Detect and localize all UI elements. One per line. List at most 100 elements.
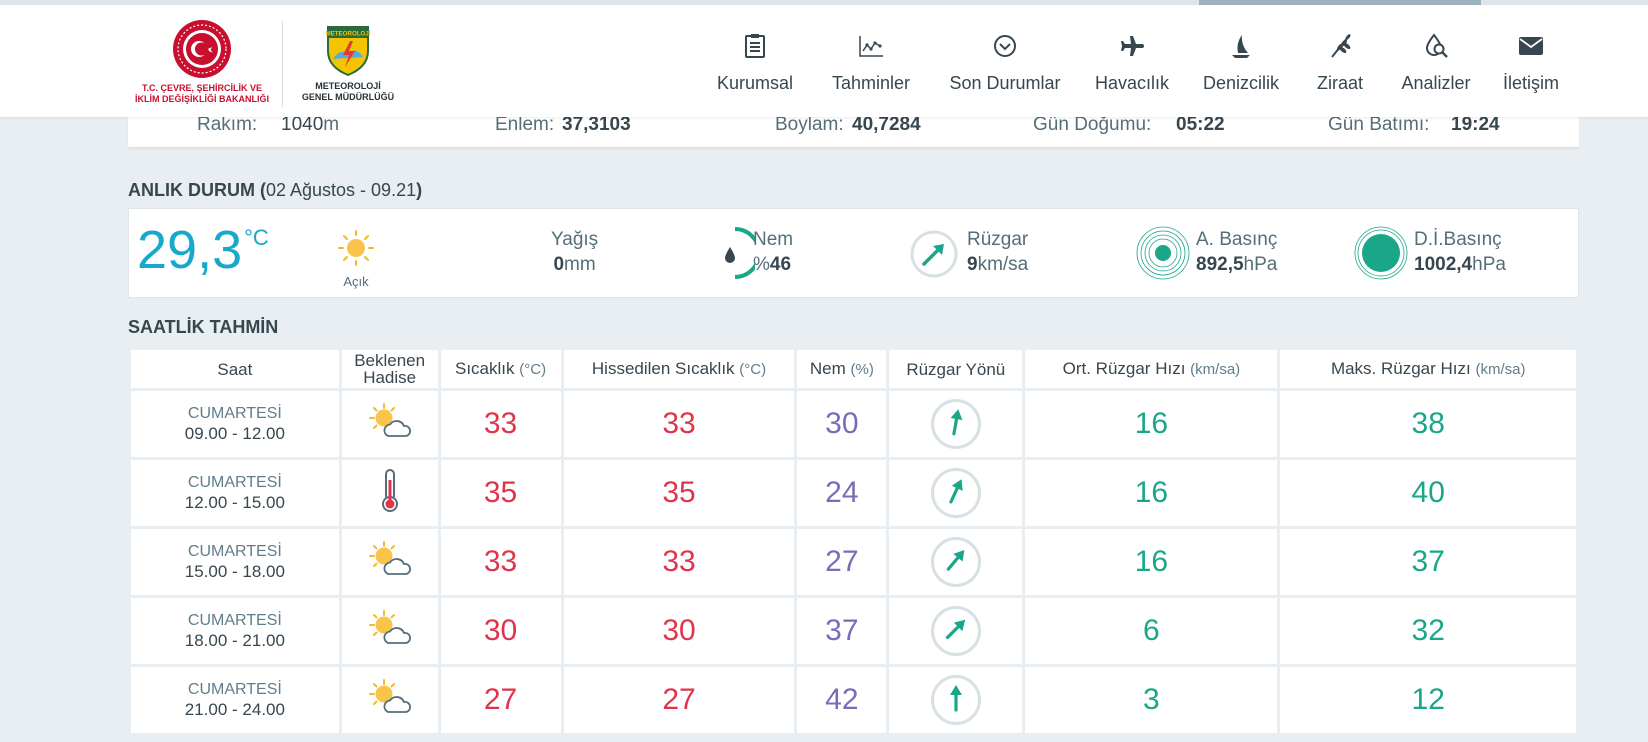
nav-ziraat[interactable]: Ziraat xyxy=(1310,31,1370,103)
pressure-di-icon xyxy=(1353,225,1409,286)
enlem-value: 37,3103 xyxy=(562,114,631,136)
cell-ort-ruzgar: 6 xyxy=(1025,598,1278,664)
cell-maks-ruzgar: 12 xyxy=(1280,667,1576,733)
gun-dogumu-time: 05:22 xyxy=(1176,114,1225,135)
nem-metric: Nem %46 xyxy=(753,227,793,277)
table-row: CUMARTESİ 12.00 - 15.00 35 35 24 16 40 xyxy=(131,460,1576,526)
ministry-seal-icon xyxy=(172,19,232,79)
cell-maks-ruzgar: 40 xyxy=(1280,460,1576,526)
partly-cloudy-icon xyxy=(366,540,414,584)
nav-label: Havacılık xyxy=(1094,73,1170,93)
logo-divider xyxy=(282,21,283,107)
nav-kurumsal[interactable]: Kurumsal xyxy=(712,31,798,103)
envelope-icon xyxy=(1498,31,1564,61)
table-row: CUMARTESİ 15.00 - 18.00 33 33 27 16 37 xyxy=(131,529,1576,595)
cell-nem: 37 xyxy=(797,598,887,664)
boylam-value: 40,7284 xyxy=(852,114,921,136)
rakim-label: Rakım: xyxy=(197,114,258,135)
ministry-name-line1: T.C. ÇEVRE, ŞEHİRCİLİK VE xyxy=(141,83,263,93)
gun-batimi-label: Gün Batımı: xyxy=(1328,114,1430,135)
current-title-prefix: ANLIK DURUM ( xyxy=(128,180,266,200)
mgm-logo[interactable]: METEOROLOJİ METEOROLOJİ GENEL MÜDÜRLÜĞÜ xyxy=(293,23,403,103)
cell-ruzgar-yonu xyxy=(889,529,1023,595)
hourly-forecast-table: Saat Beklenen Hadise Sıcaklık (°C) Hissed… xyxy=(128,347,1579,736)
cell-hissedilen: 33 xyxy=(563,529,795,595)
table-row: CUMARTESİ 09.00 - 12.00 33 33 30 16 38 xyxy=(131,391,1576,457)
cell-saat: CUMARTESİ 09.00 - 12.00 xyxy=(131,391,339,457)
di-basinc-value: 1002,4 xyxy=(1414,254,1473,275)
nav-label: İletişim xyxy=(1502,73,1559,93)
chevron-circle-icon xyxy=(944,31,1066,61)
cell-maks-ruzgar: 37 xyxy=(1280,529,1576,595)
nav-tahminler[interactable]: Tahminler xyxy=(826,31,916,103)
gun-batimi-value: 19:24 xyxy=(1451,114,1500,136)
ministry-name-line2: İKLİM DEĞİŞİKLİĞİ BAKANLIĞI xyxy=(135,94,269,104)
nav-son-durumlar[interactable]: Son Durumlar xyxy=(944,31,1066,103)
boylam-label: Boylam: xyxy=(775,114,844,135)
yagis-label: Yağış xyxy=(551,229,599,250)
current-title-time: 02 Ağustos - 09.21 xyxy=(265,180,417,200)
thermometer-icon xyxy=(378,468,402,518)
wind-arrow-icon xyxy=(941,545,971,580)
sail-icon xyxy=(1196,31,1286,61)
clipboard-icon xyxy=(712,31,798,61)
nav-havacilik[interactable]: Havacılık xyxy=(1092,31,1172,103)
cell-hadise xyxy=(341,391,438,457)
current-condition-label: Açık xyxy=(343,274,369,289)
nav-label: Denizcilik xyxy=(1202,73,1280,93)
pressure-a-icon xyxy=(1135,225,1191,286)
cell-sicaklik: 33 xyxy=(440,529,561,595)
partly-cloudy-icon xyxy=(366,678,414,722)
cell-sicaklik: 35 xyxy=(440,460,561,526)
hourly-forecast-title: SAATLİK TAHMİN xyxy=(128,317,279,337)
wind-arrow-icon xyxy=(941,476,971,511)
cell-ruzgar-yonu xyxy=(889,391,1023,457)
cell-hadise xyxy=(341,667,438,733)
ministry-logo[interactable]: T.C. ÇEVRE, ŞEHİRCİLİK VE İKLİM DEĞİŞİKL… xyxy=(128,19,276,105)
col-saat: Saat xyxy=(131,350,339,388)
nav-iletisim[interactable]: İletişim xyxy=(1498,31,1564,103)
cell-saat: CUMARTESİ 18.00 - 21.00 xyxy=(131,598,339,664)
di-basinc-label: D.İ.Basınç xyxy=(1414,229,1502,250)
nav-label: Tahminler xyxy=(831,73,911,93)
col-hissedilen: Hissedilen Sıcaklık (°C) xyxy=(563,350,795,388)
current-title-suffix: ) xyxy=(416,180,423,200)
a-basinc-metric: A. Basınç 892,5hPa xyxy=(1196,227,1277,277)
di-basinc-unit: hPa xyxy=(1472,254,1506,275)
boylam-number: 40,7284 xyxy=(852,114,921,135)
cell-hadise xyxy=(341,598,438,664)
cell-maks-ruzgar: 38 xyxy=(1280,391,1576,457)
top-strip-active-segment xyxy=(1199,0,1481,5)
wind-arrow-icon xyxy=(941,614,971,649)
ruzgar-value: 9 xyxy=(967,254,978,275)
cell-nem: 42 xyxy=(797,667,887,733)
mgm-name-line2: GENEL MÜDÜRLÜĞÜ xyxy=(301,92,395,102)
yagis-metric: Yağış 0mm xyxy=(551,227,598,277)
a-basinc-value: 892,5 xyxy=(1196,254,1244,275)
rakim-value: 1040m xyxy=(281,114,339,136)
cell-ort-ruzgar: 16 xyxy=(1025,391,1278,457)
nem-value: 46 xyxy=(769,254,792,275)
ruzgar-metric: Rüzgar 9km/sa xyxy=(967,227,1028,277)
cell-hadise xyxy=(341,460,438,526)
nav-analizler[interactable]: Analizler xyxy=(1394,31,1478,103)
nav-label: Kurumsal xyxy=(716,73,794,93)
cell-hissedilen: 33 xyxy=(563,391,795,457)
yagis-value: 0 xyxy=(553,254,565,275)
yagis-unit: mm xyxy=(564,254,596,275)
di-basinc-metric: D.İ.Basınç 1002,4hPa xyxy=(1414,227,1506,277)
current-conditions-panel: 29,3°C Açık Yağış 0mm Nem %46 xyxy=(128,208,1579,298)
cell-saat: CUMARTESİ 12.00 - 15.00 xyxy=(131,460,339,526)
nav-label: Ziraat xyxy=(1316,73,1363,93)
nem-label: Nem xyxy=(753,229,794,250)
nav-denizcilik[interactable]: Denizcilik xyxy=(1196,31,1286,103)
cell-ort-ruzgar: 16 xyxy=(1025,460,1278,526)
site-header: T.C. ÇEVRE, ŞEHİRCİLİK VE İKLİM DEĞİŞİKL… xyxy=(0,5,1648,117)
cell-nem: 30 xyxy=(797,391,887,457)
cell-hissedilen: 27 xyxy=(563,667,795,733)
rakim-unit: m xyxy=(323,114,340,135)
mgm-badge-text: METEOROLOJİ xyxy=(325,31,370,38)
gun-batimi-time: 19:24 xyxy=(1451,114,1500,135)
current-condition: Açık xyxy=(334,229,378,289)
nav-label: Analizler xyxy=(1401,73,1471,93)
